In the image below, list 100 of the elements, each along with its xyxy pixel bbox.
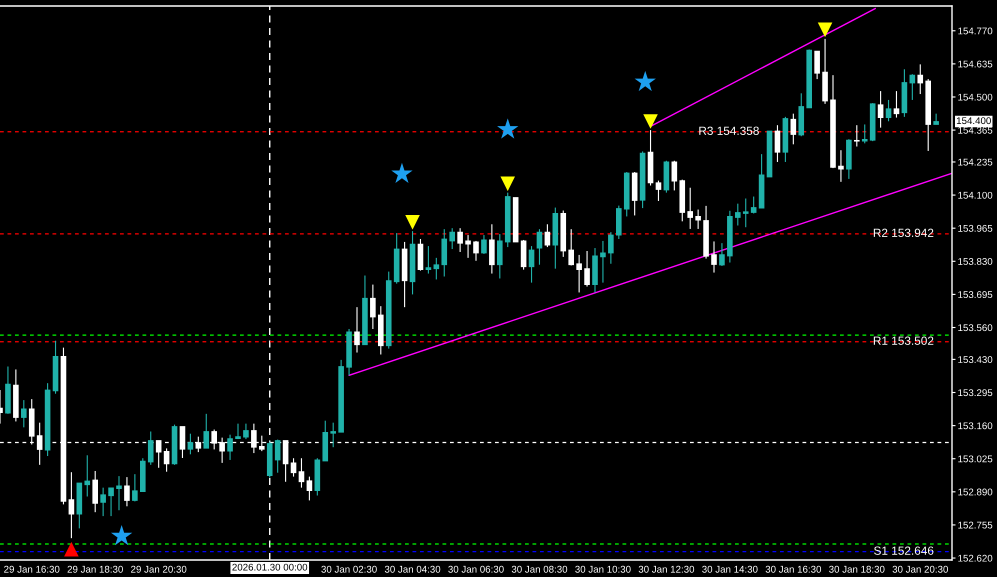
point	[500, 176, 516, 192]
candlestick	[156, 440, 162, 468]
y-tick-label: 154.365	[958, 126, 992, 134]
y-tick-label: 154.100	[958, 192, 992, 199]
candlestick	[695, 208, 701, 230]
point	[634, 70, 656, 92]
x-tick-label: 30 Jan 04:30	[384, 566, 440, 573]
candlestick	[434, 257, 440, 280]
candlestick	[164, 448, 170, 472]
candlestick	[36, 422, 42, 466]
candlestick	[370, 284, 376, 330]
candlestick	[886, 99, 892, 122]
y-tick-label: 152.755	[958, 522, 992, 529]
candlestick	[124, 476, 130, 507]
y-tick-label: 153.025	[958, 455, 992, 462]
y-tick-label: 153.695	[958, 291, 992, 298]
ref-line-label: S1 152.646	[874, 546, 934, 555]
x-tick-label: 30 Jan 16:30	[766, 566, 822, 573]
candlestick	[235, 423, 241, 440]
x-tick-label: 30 Jan 14:30	[702, 566, 758, 573]
x-tick-label: 30 Jan 02:30	[321, 566, 377, 573]
candlestick	[568, 228, 574, 266]
y-tick-label: 154.500	[958, 94, 992, 101]
candlestick	[878, 90, 884, 128]
candlestick	[910, 74, 916, 100]
candlestick	[544, 224, 550, 248]
candlestick	[917, 64, 924, 95]
candlestick	[933, 113, 939, 126]
candlestick	[742, 198, 749, 228]
candlestick	[68, 472, 74, 539]
candlestick	[584, 250, 590, 288]
candlestick	[838, 150, 844, 182]
candlestick	[354, 306, 360, 354]
candlestick	[608, 232, 614, 264]
candlestick	[290, 458, 296, 478]
point	[818, 22, 832, 38]
candlestick	[473, 240, 479, 262]
y-tick-label: 153.965	[958, 224, 992, 232]
candlestick	[656, 180, 662, 202]
candlestick	[92, 470, 98, 513]
candlestick	[711, 240, 717, 274]
x-tick-label: 30 Jan 20:30	[892, 566, 948, 573]
y-tick-label: 153.160	[958, 422, 992, 430]
y-tick-label: 154.235	[958, 158, 992, 166]
point	[497, 118, 518, 139]
candlestick	[100, 487, 106, 517]
y-tick-label: 152.890	[958, 488, 992, 496]
candlestick	[274, 439, 280, 474]
candlestick	[576, 254, 582, 293]
candlestick	[894, 90, 900, 118]
candlestick	[750, 196, 756, 214]
y-tick-label: 152.620	[958, 554, 992, 562]
x-tick-label: 29 Jan 20:30	[131, 566, 186, 573]
candlestick	[180, 426, 186, 459]
candlestick	[84, 454, 90, 498]
x-tick-label: 30 Jan 10:30	[575, 566, 631, 573]
y-tick-label: 153.295	[958, 389, 992, 396]
point	[643, 114, 658, 129]
candlestick	[862, 124, 868, 144]
candlestick	[188, 433, 194, 455]
text: 154.400	[956, 117, 991, 124]
y-tick-label: 153.830	[958, 258, 992, 265]
candlestick	[481, 234, 487, 254]
y-tick-label: 153.560	[958, 324, 992, 332]
candlestick	[132, 474, 138, 502]
x-tick-label: 30 Jan 12:30	[638, 566, 694, 573]
candlestick	[108, 487, 114, 517]
y-tick-label: 154.635	[958, 60, 992, 68]
candlestick	[497, 234, 503, 280]
candlestick	[719, 242, 725, 267]
candlestick	[298, 458, 304, 488]
candlestick	[306, 476, 312, 501]
x-tick-label: 29 Jan 16:30	[4, 566, 60, 573]
candlestick	[116, 476, 122, 511]
candlestick	[426, 246, 432, 274]
candlestick	[449, 228, 455, 250]
x-tick-label: 30 Jan 18:30	[829, 566, 885, 573]
x-tick-label: 29 Jan 18:30	[68, 566, 123, 573]
point	[391, 162, 413, 184]
y-tick-label: 153.430	[958, 356, 992, 364]
candlestick	[203, 413, 210, 449]
candlestick	[790, 113, 796, 145]
ref-line-label: 2026.01.30 00:00	[232, 564, 308, 571]
ref-line-label: R3 154.358	[699, 126, 759, 135]
candlestick	[465, 234, 471, 258]
candlestick	[528, 246, 534, 284]
point	[405, 215, 420, 230]
x-tick-label: 30 Jan 08:30	[512, 566, 568, 573]
candlestick	[600, 240, 606, 284]
ref-line-label: R1 153.502	[874, 336, 934, 345]
candlestick	[457, 228, 463, 253]
candlestick	[21, 400, 27, 428]
point	[64, 542, 79, 556]
candlestick	[854, 124, 860, 148]
candlestick	[148, 430, 154, 466]
candlestick	[227, 434, 233, 460]
candlestick	[330, 422, 336, 448]
candlestick	[735, 203, 741, 226]
candlestick	[687, 187, 693, 230]
point	[110, 525, 132, 546]
